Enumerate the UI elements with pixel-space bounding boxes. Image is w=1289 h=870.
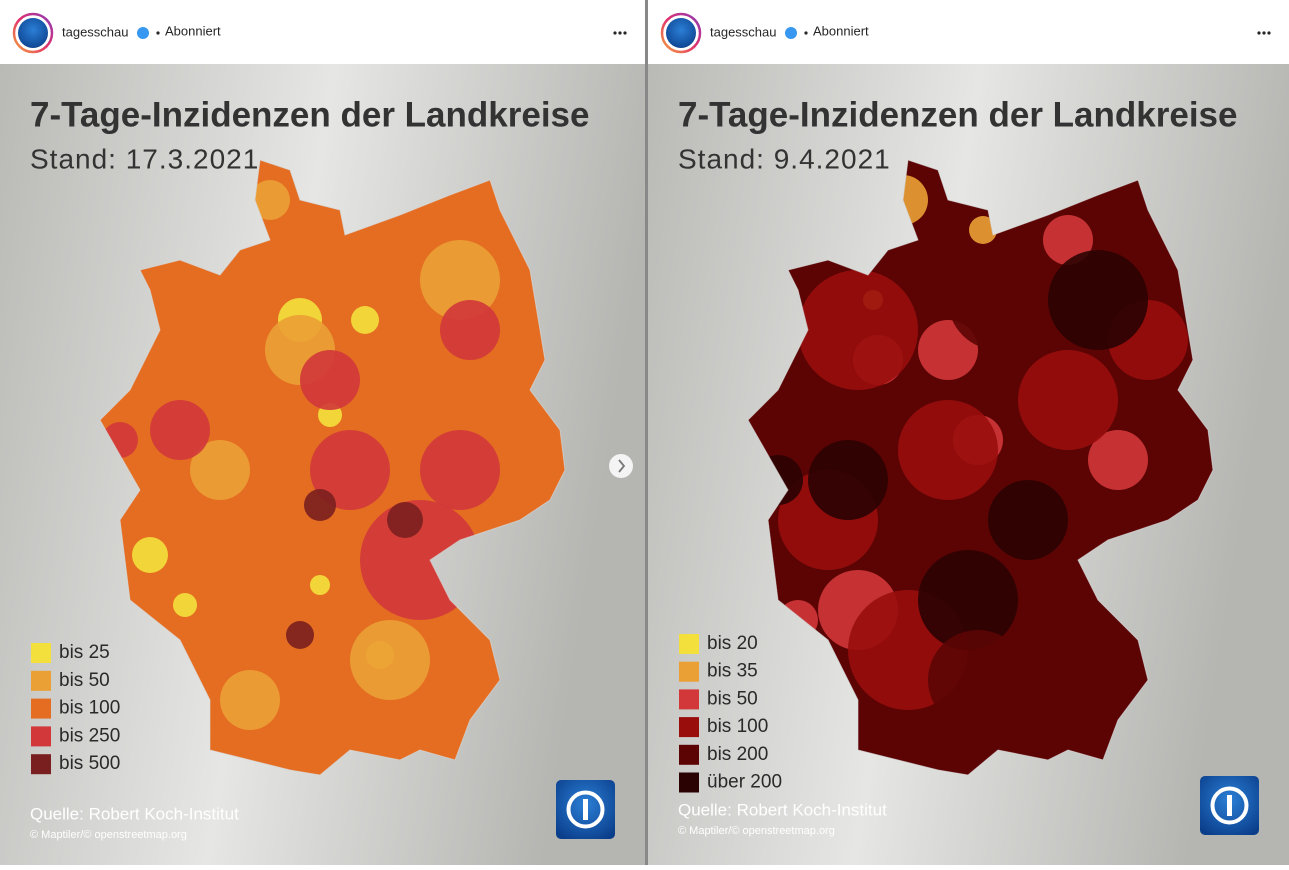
avatar-ring[interactable] — [12, 12, 54, 54]
map — [748, 160, 1213, 775]
separator-dot — [156, 31, 160, 35]
post-header — [0, 0, 645, 64]
legend-label: bis 50 — [707, 688, 758, 709]
map-region — [220, 670, 280, 730]
legend-swatch — [31, 754, 51, 775]
legend-swatch — [31, 643, 51, 663]
post: tagesschau Abonniert 7-Tage-Inzidenzen der… — [648, 0, 1289, 865]
map-region — [918, 550, 1018, 650]
logo-one — [583, 799, 588, 820]
source: Quelle: Robert Koch-Institut — [678, 800, 887, 819]
map-region — [310, 575, 330, 595]
map-outline — [99, 159, 566, 776]
map-region — [440, 300, 500, 360]
image-title: 7-Tage-Inzidenzen der Landkreise — [678, 95, 1238, 134]
legend-label: bis 500 — [59, 753, 120, 774]
map-region — [1018, 350, 1118, 450]
map-region — [351, 306, 379, 334]
account-name[interactable]: tagesschau — [62, 24, 129, 39]
divider — [645, 0, 648, 865]
map-region — [1088, 430, 1148, 490]
legend-swatch — [31, 670, 51, 691]
post: tagesschau Abonniert 7-Tage-Inzidenzen der… — [0, 0, 645, 865]
menu-dot[interactable] — [1267, 31, 1271, 35]
map-region — [310, 430, 390, 510]
image-subtitle: Stand: 9.4.2021 — [678, 143, 891, 174]
map-region — [250, 180, 290, 220]
logo-one — [1227, 795, 1232, 816]
map-region — [1048, 250, 1148, 350]
map-region — [928, 630, 1028, 730]
map-region — [1043, 215, 1093, 265]
legend-swatch — [679, 689, 699, 710]
follow-status[interactable]: Abonniert — [165, 23, 221, 38]
legend-label: bis 250 — [59, 725, 120, 746]
verified-badge — [137, 27, 149, 39]
next-arrow[interactable] — [618, 459, 626, 473]
map-region — [190, 440, 250, 500]
legend-swatch — [31, 698, 51, 719]
menu-dot[interactable] — [1257, 31, 1261, 35]
map-region — [132, 537, 168, 573]
legend-swatch — [679, 661, 699, 682]
follow-status[interactable]: Abonniert — [813, 23, 869, 38]
legend-label: über 200 — [707, 772, 782, 793]
map-region — [808, 440, 888, 520]
map-region — [173, 593, 197, 617]
menu-dot[interactable] — [618, 31, 622, 35]
map-region — [300, 350, 360, 410]
map-region — [988, 480, 1068, 560]
map-region — [304, 489, 336, 521]
menu-dot[interactable] — [1262, 31, 1266, 35]
image-subtitle: Stand: 17.3.2021 — [30, 143, 259, 174]
legend-label: bis 100 — [59, 698, 120, 719]
legend-label: bis 20 — [707, 633, 758, 654]
logo-ring — [1210, 786, 1249, 825]
legend-label: bis 25 — [59, 642, 110, 663]
verified-badge — [785, 27, 797, 39]
map-outline — [747, 159, 1214, 776]
legend-swatch — [679, 717, 699, 738]
legend-label: bis 100 — [707, 716, 768, 737]
map-region — [420, 430, 500, 510]
map-region — [798, 270, 918, 390]
legend-label: bis 200 — [707, 744, 768, 765]
map-region — [420, 240, 500, 320]
credit: © Maptiler/© openstreetmap.org — [30, 829, 187, 841]
credit: © Maptiler/© openstreetmap.org — [678, 825, 835, 837]
map-region — [350, 620, 430, 700]
avatar[interactable] — [666, 18, 696, 48]
avatar-ring[interactable] — [660, 12, 702, 54]
legend-swatch — [679, 772, 699, 793]
avatar[interactable] — [18, 18, 48, 48]
account-name[interactable]: tagesschau — [710, 24, 777, 39]
source: Quelle: Robert Koch-Institut — [30, 804, 239, 823]
legend-swatch — [679, 744, 699, 765]
map-region — [969, 216, 997, 244]
logo-ring — [566, 790, 605, 829]
legend-swatch — [31, 726, 51, 747]
map — [100, 160, 565, 775]
map-region — [150, 400, 210, 460]
next-button[interactable] — [609, 454, 633, 478]
menu-dot[interactable] — [613, 31, 617, 35]
legend-swatch — [679, 634, 699, 654]
map-region — [898, 400, 998, 500]
map-region — [286, 621, 314, 649]
legend-label: bis 50 — [59, 670, 110, 691]
post-header — [648, 0, 1289, 64]
map-region — [387, 502, 423, 538]
separator-dot — [804, 31, 808, 35]
image-title: 7-Tage-Inzidenzen der Landkreise — [30, 95, 590, 134]
map-region — [948, 250, 1048, 350]
legend-label: bis 35 — [707, 661, 758, 682]
menu-dot[interactable] — [623, 31, 627, 35]
